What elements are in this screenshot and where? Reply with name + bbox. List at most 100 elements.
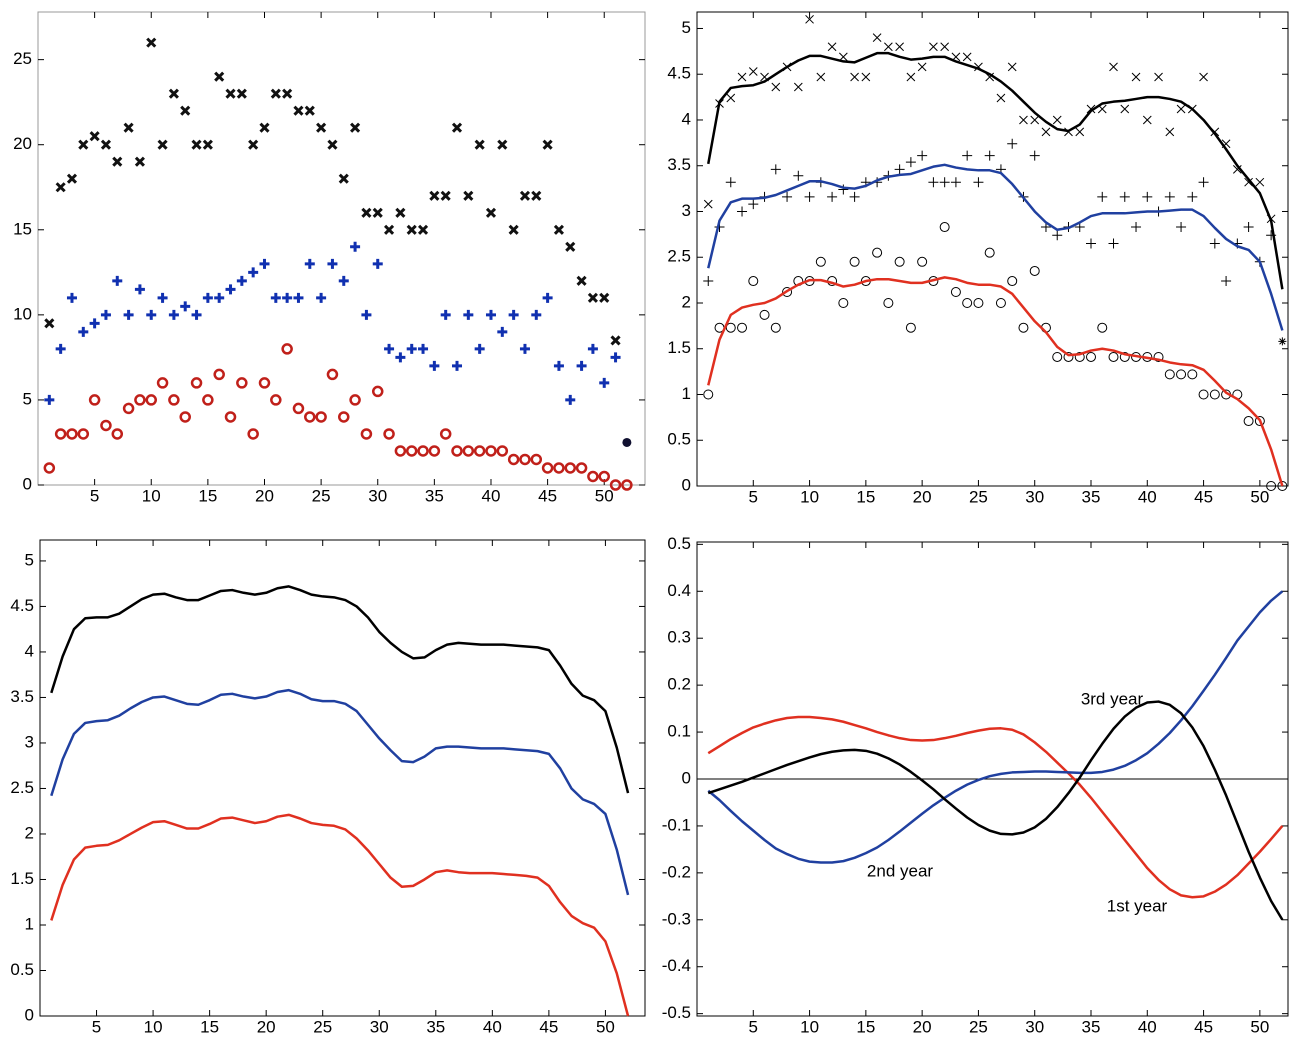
marker [553,462,565,474]
marker [157,292,168,303]
marker [508,309,519,320]
x-tick-label: 25 [969,1017,988,1036]
marker [100,419,112,432]
y-tick-label: 0.4 [667,581,691,600]
panel: -0.5 -0.4 -0.3 -0.2 -0.1 0 0.1 0.2 0.3 0.4 0.5 5 10 1… [662,534,1289,1036]
marker [338,275,349,286]
x-tick-label: 25 [312,486,331,505]
marker [950,287,961,298]
y-tick-label: 3 [25,732,34,751]
marker [349,394,361,406]
marker [1243,416,1254,427]
x-tick-label: 15 [856,1017,875,1036]
marker [270,88,281,99]
marker [1187,369,1198,380]
panel: 0 0.5 1 1.5 2 2.5 3 3.5 4 4.5 5 5 10 15 20 25 30 35 40 45 50 [667,11,1289,506]
series-line [707,715,1284,899]
y-tick-label: 5 [682,18,691,37]
x-tick-label: 5 [749,1017,758,1036]
marker [440,309,451,320]
marker [815,256,826,267]
marker [338,173,349,184]
marker [1030,115,1040,125]
x-tick-label: 20 [255,486,274,505]
marker [1019,115,1028,125]
marker [1109,62,1118,72]
x-tick-label: 50 [596,1017,615,1036]
marker [905,322,916,333]
marker [771,82,781,92]
marker [145,394,157,406]
marker [1007,62,1017,72]
marker [587,292,598,303]
marker [100,309,111,320]
marker [770,322,781,333]
y-tick-label: 25 [13,49,32,68]
marker [827,191,838,202]
marker [236,88,247,99]
marker [576,275,587,286]
marker [43,462,56,474]
marker [315,411,327,423]
y-tick-label: 1 [25,914,34,933]
marker [895,42,904,52]
marker [1075,127,1085,137]
y-tick-label: 0.5 [667,534,691,553]
marker [1187,191,1198,202]
marker [1266,481,1277,491]
marker [304,258,315,269]
marker [156,377,169,389]
marker [44,394,55,405]
marker [88,394,101,406]
marker [123,122,134,133]
marker [1254,416,1265,427]
marker [849,256,860,267]
marker [429,190,440,201]
marker [917,256,928,267]
x-tick-label: 10 [144,1017,163,1036]
x-tick-label: 15 [856,487,875,506]
marker [55,182,66,193]
marker [1164,191,1175,202]
marker [1131,222,1142,233]
y-tick-label: 2 [25,823,34,842]
marker [395,207,406,218]
marker [463,190,474,201]
marker [849,191,860,202]
marker [1119,191,1130,202]
marker [748,67,758,76]
marker [917,150,928,161]
y-tick-label: 0 [25,1005,34,1024]
marker [565,394,576,405]
marker [1244,177,1253,187]
y-tick-label: 3.5 [10,687,34,706]
marker [1074,351,1085,362]
marker [1209,389,1220,400]
marker [100,139,112,150]
marker [1052,115,1062,125]
marker [112,275,123,286]
marker [168,309,179,320]
marker [248,267,259,278]
marker [213,368,225,381]
panel: 0 0.5 1 1.5 2 2.5 3 3.5 4 4.5 5 5 10 15 20 25 30 35 40 45 50 [10,539,646,1036]
marker [1232,165,1242,174]
marker [327,258,338,269]
series-line [707,700,1284,921]
marker [542,139,553,150]
marker [553,360,564,371]
y-tick-label: 3 [682,201,691,220]
marker [940,42,950,52]
marker [1154,72,1163,82]
marker [850,72,859,82]
marker [1120,104,1130,114]
marker [372,207,383,218]
marker [361,207,372,218]
marker [282,88,293,99]
x-tick-label: 35 [426,1017,445,1036]
marker [384,224,395,235]
marker [782,287,793,298]
marker [973,297,984,308]
marker [1142,191,1153,202]
